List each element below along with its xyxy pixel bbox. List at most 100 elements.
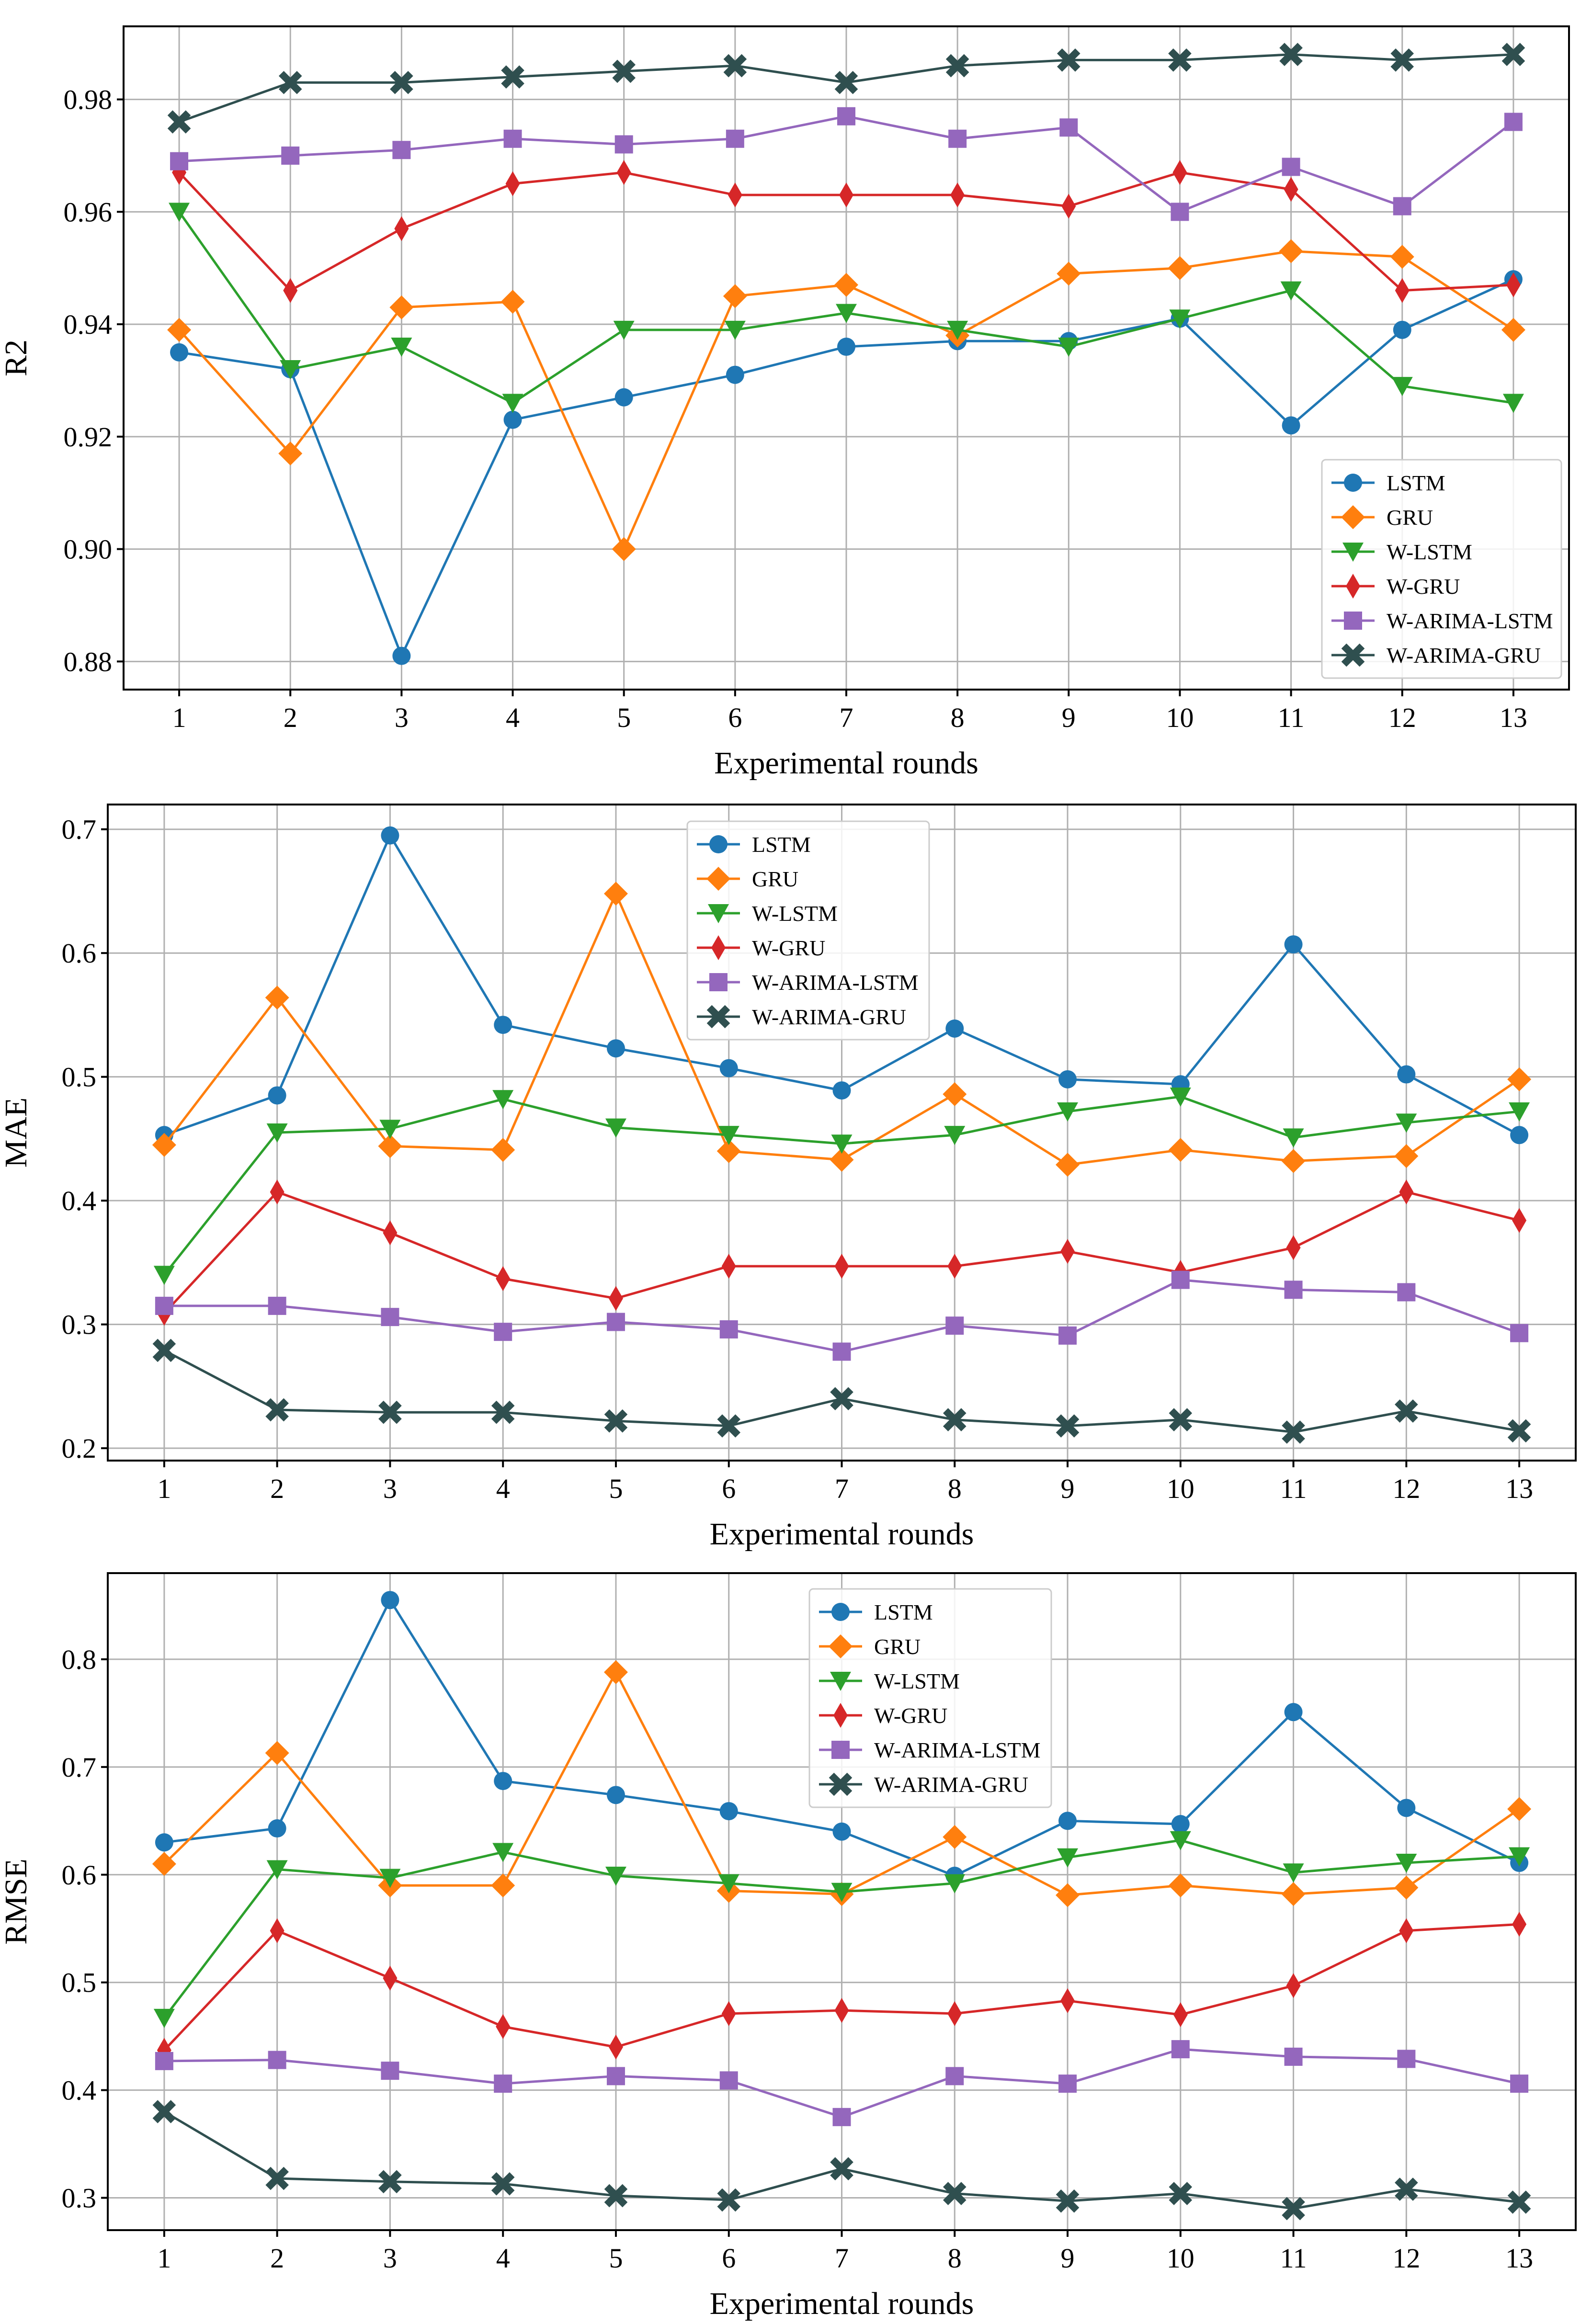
x-tick-label: 10 [1166,702,1194,733]
data-point [1058,1812,1077,1830]
legend-label: GRU [752,867,798,891]
data-point [1280,281,1302,301]
legend-marker [709,973,728,991]
data-point [496,2014,511,2039]
data-point [1283,1863,1304,1883]
legend-marker [1344,474,1362,492]
data-point [1507,1797,1532,1821]
x-tick-label: 2 [284,702,297,733]
x-tick-label: 3 [395,702,409,733]
data-point [719,2071,738,2090]
data-point [832,2108,851,2126]
data-point [155,2052,173,2070]
legend-label: W-GRU [1387,574,1460,599]
legend-label: W-ARIMA-LSTM [752,970,919,995]
data-point [1282,416,1300,435]
data-point [721,1254,736,1279]
data-point [1282,2197,1305,2221]
legend-box [808,1588,1052,1808]
legend-marker [831,1603,850,1621]
data-point [614,388,633,407]
data-point [270,1179,284,1205]
y-tick-label: 0.7 [62,814,97,845]
legend-label: W-ARIMA-GRU [874,1772,1028,1797]
series-w-arima-gru [152,1338,1531,1444]
data-point [1395,1399,1418,1423]
data-point [834,1254,849,1279]
data-point [943,1082,967,1106]
data-point [1168,48,1192,72]
data-point [1056,2189,1080,2213]
data-point [726,129,744,148]
data-point [612,59,636,83]
y-axis-label: MAE [0,1098,34,1168]
x-tick-label: 11 [1280,1473,1307,1504]
data-point [612,537,636,561]
data-point [152,2100,176,2123]
legend-label: W-ARIMA-LSTM [1387,609,1553,633]
data-point [379,1120,401,1139]
legend-marker [706,867,730,891]
data-point [270,1918,284,1943]
data-point [832,1822,851,1841]
legend-marker [831,1741,850,1759]
data-point [943,2182,967,2205]
data-point [381,1308,399,1326]
x-tick-label: 8 [948,2243,962,2274]
data-point [153,2008,175,2028]
series-w-gru [172,160,1521,303]
legend-label: W-ARIMA-LSTM [874,1738,1041,1762]
data-point [944,1874,966,1893]
plot-frame [107,804,1577,1462]
x-tick-label: 4 [506,702,520,733]
x-tick-label: 4 [496,1473,510,1504]
data-point [1397,2050,1416,2068]
data-point [266,1860,288,1880]
data-point [392,141,411,159]
data-point [266,1123,288,1143]
x-tick-label: 3 [383,2243,397,2274]
data-point [1397,1799,1416,1817]
series-w-lstm [153,1831,1530,2028]
data-point [1059,118,1078,137]
data-point [278,442,303,466]
data-point [492,1843,514,1862]
data-point [834,71,858,94]
x-tick-label: 10 [1167,1473,1194,1504]
x-tick-label: 7 [840,702,853,733]
data-point [1512,1912,1527,1937]
data-point [614,135,633,154]
data-point [389,295,414,319]
data-point [832,1342,851,1361]
chart-panel-2: 1 2 3 4 5 6 7 8 9 10 11 12 130.20.30.40.50.60.7Exper… [0,804,1577,1552]
x-tick-label: 10 [1167,2243,1194,2274]
data-point [1279,43,1303,66]
data-point [613,320,635,340]
data-point [832,1081,851,1100]
legend-label: W-LSTM [874,1669,960,1693]
y-tick-label: 0.2 [62,1433,97,1464]
x-tick-label: 11 [1280,2243,1307,2274]
data-point [1169,2182,1193,2205]
data-point [501,65,524,89]
data-point [1171,1270,1190,1289]
data-point [728,182,742,208]
data-point [1281,1882,1306,1906]
data-point [383,1220,398,1246]
data-point [491,1873,515,1898]
data-point [723,284,747,308]
data-point [830,1147,854,1172]
data-point [1507,2190,1531,2214]
data-point [1510,2075,1529,2093]
data-point [1171,2040,1190,2059]
data-point [378,1134,402,1158]
data-point [945,2067,964,2086]
data-point [505,171,520,196]
x-tick-label: 13 [1505,1473,1533,1504]
data-point [265,2166,289,2190]
data-point [379,1869,401,1888]
data-point [604,2184,628,2208]
data-point [606,1039,625,1058]
data-point [616,160,631,185]
legend-label: LSTM [752,832,811,857]
